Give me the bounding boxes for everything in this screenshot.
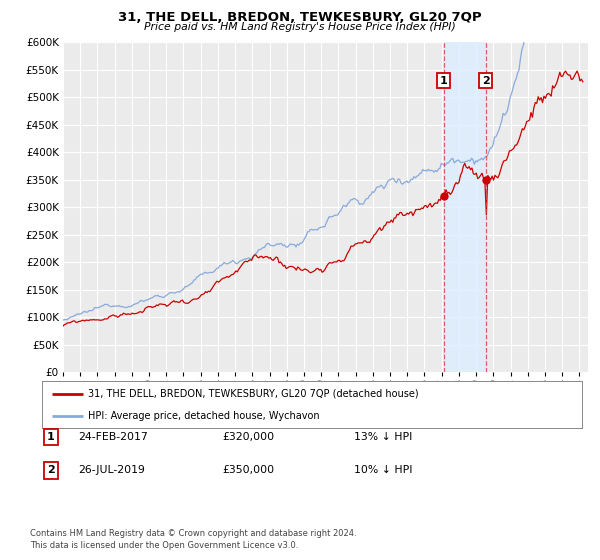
Text: HPI: Average price, detached house, Wychavon: HPI: Average price, detached house, Wych… [88,410,320,421]
Text: £350,000: £350,000 [222,465,274,475]
Text: 1: 1 [440,76,448,86]
Text: 1: 1 [47,432,55,442]
Text: Price paid vs. HM Land Registry's House Price Index (HPI): Price paid vs. HM Land Registry's House … [144,22,456,32]
Text: 2: 2 [482,76,490,86]
Text: £320,000: £320,000 [222,432,274,442]
Text: 2: 2 [47,465,55,475]
Text: This data is licensed under the Open Government Licence v3.0.: This data is licensed under the Open Gov… [30,541,298,550]
Text: 24-FEB-2017: 24-FEB-2017 [78,432,148,442]
Text: Contains HM Land Registry data © Crown copyright and database right 2024.: Contains HM Land Registry data © Crown c… [30,529,356,538]
Text: 31, THE DELL, BREDON, TEWKESBURY, GL20 7QP (detached house): 31, THE DELL, BREDON, TEWKESBURY, GL20 7… [88,389,419,399]
Text: 31, THE DELL, BREDON, TEWKESBURY, GL20 7QP: 31, THE DELL, BREDON, TEWKESBURY, GL20 7… [118,11,482,24]
Bar [444,42,486,372]
Text: 26-JUL-2019: 26-JUL-2019 [78,465,145,475]
Text: 13% ↓ HPI: 13% ↓ HPI [354,432,412,442]
Text: 10% ↓ HPI: 10% ↓ HPI [354,465,413,475]
